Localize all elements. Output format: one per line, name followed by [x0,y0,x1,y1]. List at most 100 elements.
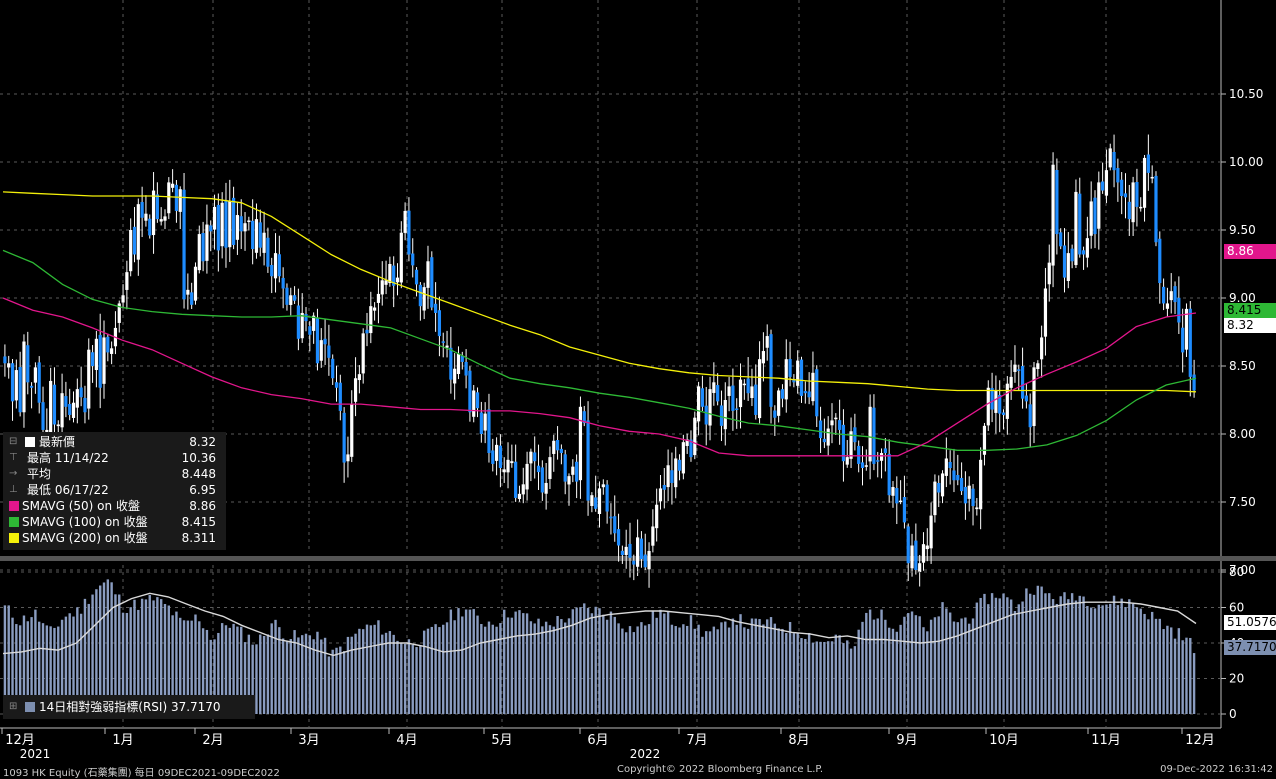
legend-row-sma50[interactable]: SMAVG (50) on 收盤 8.86 [3,498,226,514]
candle-body-up [921,544,926,563]
candle [376,276,381,324]
rsi-bar [274,619,277,714]
candle [270,257,274,294]
candle [407,197,411,262]
candle-body-down [1181,327,1185,353]
candle [75,378,79,424]
candle-body-up [750,386,754,399]
candle [731,368,735,431]
rsi-bar [575,607,578,714]
candle-body-down [285,287,289,305]
rsi-bar [304,633,308,714]
legend-row-sma200[interactable]: SMAVG (200) on 收盤 8.311 [3,530,226,546]
rsi-bar [15,624,18,714]
candle [159,207,163,226]
candle-body-down [1188,308,1192,377]
rsi-bar [891,628,895,714]
candle-body-up [1005,383,1009,419]
rsi-bar [1025,588,1028,714]
month-tick-label: 6月 [587,733,608,748]
candle [384,260,388,295]
candle [357,365,361,394]
candle [548,446,552,489]
candle [1040,325,1044,378]
candle-body-up [273,253,278,279]
rsi-bar [586,607,590,714]
candle [1154,171,1158,247]
rsi-bar [243,642,247,714]
candle-body-up [136,204,140,260]
candle-body-down [315,318,320,364]
rsi-bar [1185,637,1188,714]
rsi-bar [1181,640,1184,714]
candle-body-down [620,550,624,556]
candle [1081,246,1086,270]
rsi-bar [373,624,376,714]
rsi-bar [746,628,750,714]
candle-body-up [353,378,358,402]
rsi-bar [1086,606,1089,714]
rsi-bar [781,628,784,714]
yellow-square-icon [9,533,19,543]
legend-row-average: → 平均 8.448 [9,467,216,481]
legend-row-sma100[interactable]: SMAVG (100) on 收盤 8.415 [3,514,226,530]
month-tick-label: 10月 [989,733,1019,748]
candle-body-down [704,405,708,425]
rsi-bar [697,624,700,714]
rsi-bar [670,624,674,714]
candle [193,262,198,305]
rsi-bar [849,648,853,714]
candle-body-up [933,481,937,516]
candle [426,245,430,309]
candle [456,346,461,380]
rsi-bar [651,610,655,714]
candle-body-up [925,545,929,550]
rsi-bar [1120,598,1123,714]
candle-body-up [879,453,884,461]
rsi-bar [792,633,796,714]
candle-body-down [79,387,83,398]
candle-body-up [986,387,990,426]
rsi-bar [83,598,87,714]
candle [849,417,853,469]
candle [872,394,876,471]
candle-body-up [289,295,293,305]
candle [632,554,636,581]
rsi-bar [712,626,716,714]
sma50-line [2,297,1197,457]
rsi-bar [76,607,79,714]
candle-body-up [571,466,575,475]
month-tick-label: 12月 [5,733,35,748]
rsi-bar [815,641,818,714]
candle-body-up [212,206,217,230]
candle [113,311,118,355]
candle-body-down [52,384,57,425]
candle-body-down [1055,169,1059,235]
candle [933,474,937,523]
candle [79,366,83,407]
candle-body-up [144,213,148,221]
candle [498,434,503,488]
candle-body-down [414,269,419,285]
collapse-icon[interactable]: ⊟ [9,436,18,447]
candle-body-down [643,554,647,568]
candle [815,365,819,428]
rsi-bar [114,594,117,714]
rsi-bar [79,613,83,714]
rsi-bar [217,632,220,714]
month-tick-label: 12月 [1185,733,1215,748]
candle [94,330,98,388]
candle-body-down [281,277,285,289]
candle [563,449,567,495]
candle [982,422,987,466]
expand-icon[interactable]: ⊞ [9,701,18,712]
rsi-legend[interactable]: ⊞ 14日相對強弱指標(RSI) 37.7170 [3,695,255,719]
candle [811,351,815,406]
candle-body-up [1104,170,1109,196]
candle [49,367,53,442]
candle-body-up [864,465,868,467]
candle [52,367,57,434]
candle-body-down [639,538,644,560]
rsi-bar [1017,604,1020,714]
candle-body-down [799,359,804,396]
